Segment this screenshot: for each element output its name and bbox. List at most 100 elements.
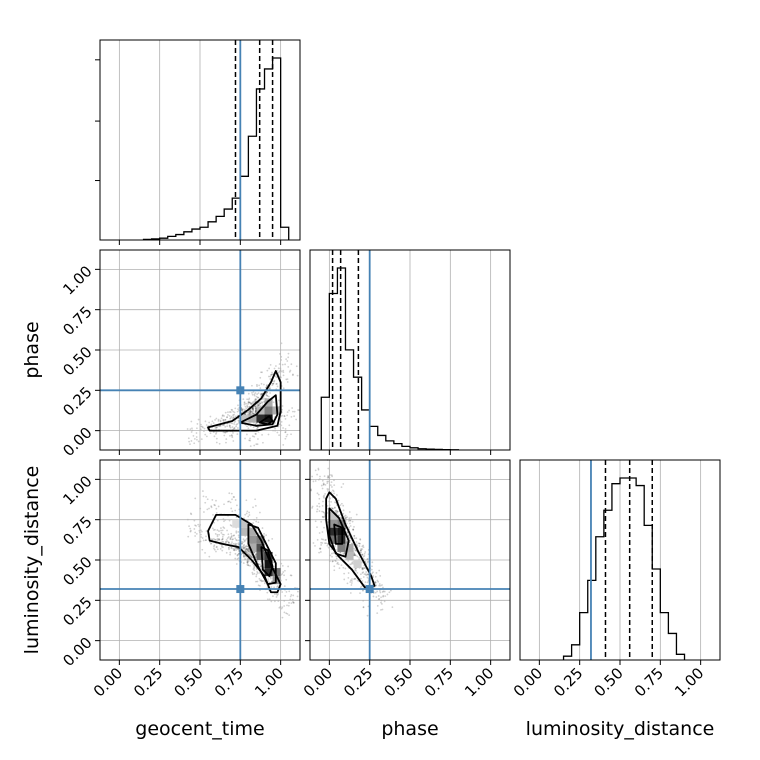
sample-point xyxy=(226,537,229,540)
sample-point xyxy=(349,581,352,583)
sample-point xyxy=(244,546,246,549)
sample-point xyxy=(353,534,356,537)
sample-point xyxy=(355,554,357,557)
density-cell xyxy=(256,551,265,560)
sample-point xyxy=(283,415,286,418)
sample-point xyxy=(203,427,206,430)
sample-point xyxy=(293,415,295,418)
sample-point xyxy=(316,505,319,507)
sample-point xyxy=(234,499,237,501)
sample-point xyxy=(190,513,193,516)
sample-point xyxy=(194,524,196,527)
sample-point xyxy=(363,573,366,576)
sample-point xyxy=(331,555,333,558)
sample-point xyxy=(321,542,324,544)
density-cell xyxy=(264,568,273,577)
sample-point xyxy=(233,421,236,424)
sample-point xyxy=(272,561,275,564)
sample-point xyxy=(236,410,239,413)
sample-point xyxy=(349,579,352,582)
sample-point xyxy=(370,568,373,571)
sample-point xyxy=(321,479,324,482)
sample-point xyxy=(263,582,266,585)
sample-point xyxy=(194,535,197,537)
sample-point xyxy=(268,598,271,601)
sample-point xyxy=(225,438,228,440)
sample-point xyxy=(232,432,234,434)
sample-point xyxy=(361,567,364,570)
sample-point xyxy=(273,367,276,370)
sample-point xyxy=(257,404,260,407)
sample-point xyxy=(336,562,339,565)
sample-point xyxy=(246,411,249,414)
sample-point xyxy=(249,412,252,414)
sample-point xyxy=(286,612,289,615)
sample-point xyxy=(386,593,389,596)
sample-point xyxy=(226,540,229,543)
sample-point xyxy=(234,552,237,555)
sample-point xyxy=(242,545,245,547)
sample-point xyxy=(259,579,262,582)
sample-point xyxy=(323,475,326,478)
sample-point xyxy=(349,536,351,539)
sample-point xyxy=(249,411,252,413)
density-cell xyxy=(329,519,338,528)
sample-point xyxy=(332,552,335,554)
sample-point xyxy=(333,492,335,495)
sample-point xyxy=(215,546,218,549)
sample-point xyxy=(347,520,350,522)
sample-point xyxy=(192,435,195,437)
sample-point xyxy=(243,543,246,546)
sample-point xyxy=(249,565,251,567)
sample-point xyxy=(286,360,289,362)
sample-point xyxy=(333,484,336,486)
sample-point xyxy=(366,581,369,584)
sample-point xyxy=(287,604,290,607)
sample-point xyxy=(324,483,327,486)
sample-point xyxy=(276,369,279,372)
sample-point xyxy=(347,534,349,536)
sample-point xyxy=(222,541,225,543)
sample-point xyxy=(255,580,257,583)
sample-point xyxy=(361,580,364,582)
sample-point xyxy=(296,374,299,377)
sample-point xyxy=(360,549,363,552)
sample-point xyxy=(266,591,269,594)
sample-point xyxy=(381,608,384,611)
sample-point xyxy=(261,527,264,529)
density-cell xyxy=(248,527,257,536)
sample-point xyxy=(214,538,217,541)
sample-point xyxy=(252,408,254,411)
sample-point xyxy=(230,492,233,495)
sample-point xyxy=(221,535,224,538)
sample-point xyxy=(273,593,276,595)
sample-point xyxy=(334,560,337,563)
sample-point xyxy=(224,418,227,421)
sample-point xyxy=(291,410,294,413)
sample-point xyxy=(252,506,254,509)
sample-point xyxy=(217,418,220,421)
sample-point xyxy=(361,585,363,588)
sample-point xyxy=(244,405,247,408)
sample-point xyxy=(345,541,347,544)
sample-point xyxy=(290,363,293,366)
sample-point xyxy=(335,557,338,560)
sample-point xyxy=(271,384,274,387)
sample-point xyxy=(235,531,238,534)
sample-point xyxy=(195,432,198,434)
sample-point xyxy=(197,418,200,421)
sample-point xyxy=(365,571,368,573)
sample-point xyxy=(248,401,250,404)
sample-point xyxy=(311,505,314,508)
y-tick-label: 0.75 xyxy=(59,513,95,549)
sample-point xyxy=(252,426,255,429)
sample-point xyxy=(323,511,326,514)
sample-point xyxy=(283,605,286,607)
sample-point xyxy=(210,506,213,509)
sample-point xyxy=(230,524,233,527)
sample-point xyxy=(351,561,354,564)
sample-point xyxy=(383,590,386,593)
sample-point xyxy=(331,486,333,488)
sample-point xyxy=(374,575,377,578)
sample-point xyxy=(349,519,352,522)
